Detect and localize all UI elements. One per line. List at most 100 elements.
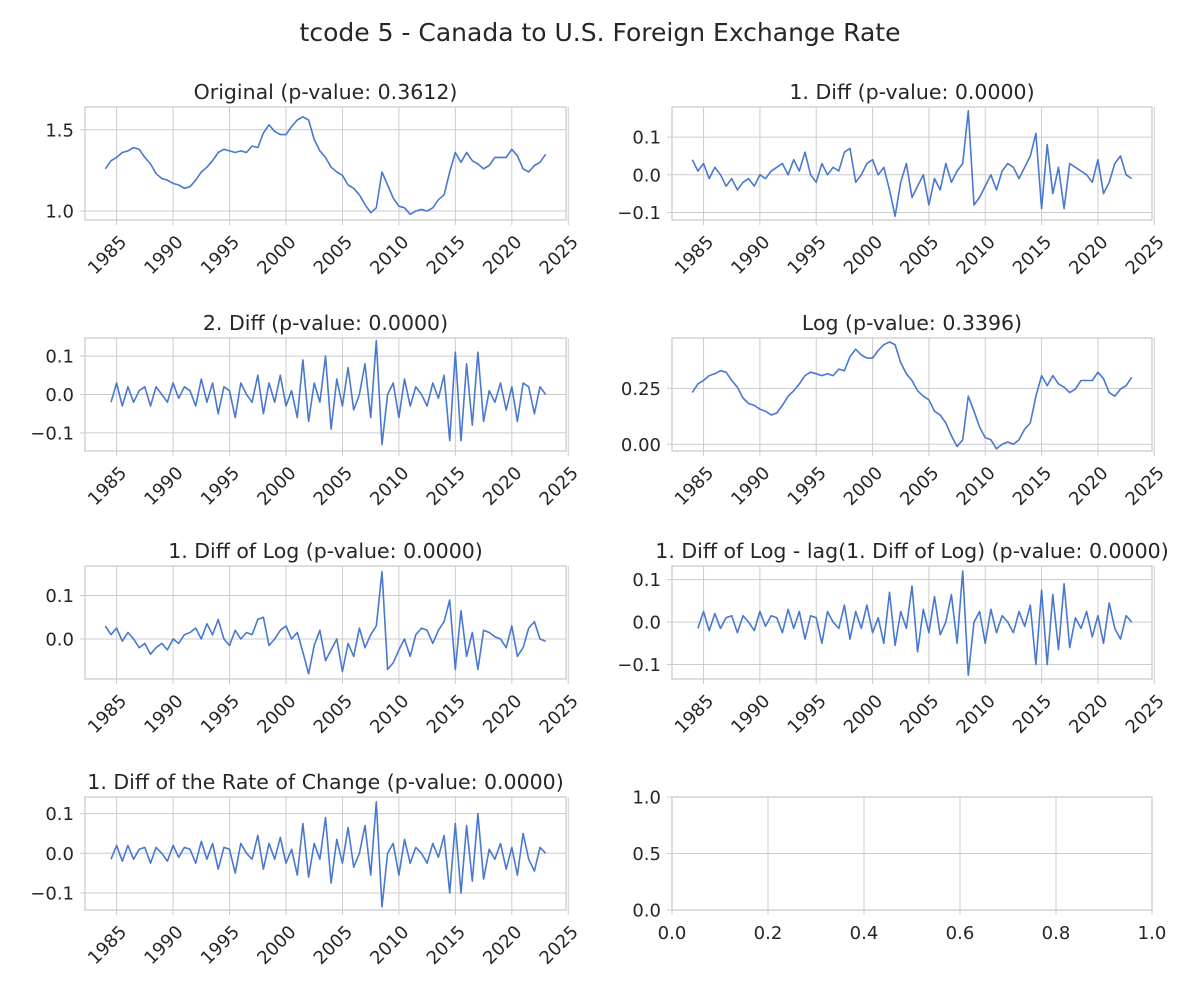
x-tick-label: 2020 xyxy=(1065,232,1112,279)
x-tick-label: 2000 xyxy=(253,922,300,969)
axes-frame xyxy=(671,106,1153,221)
y-tick-label: 0.1 xyxy=(45,347,74,368)
x-tick-label: 0.6 xyxy=(946,923,975,944)
subplot-4: 1985 1990 1995 2000 2005 2010 2015 2020 2025 0.00… xyxy=(621,311,1169,510)
x-tick-label: 2005 xyxy=(896,232,943,279)
subplot-8: 0.0 0.2 0.4 0.6 0.8 1.0 0.0 0.5 1.0 xyxy=(632,788,1166,945)
x-tick-label: 2025 xyxy=(1122,691,1169,738)
x-tick-label: 2010 xyxy=(366,232,413,279)
x-tick-label: 2025 xyxy=(536,463,583,510)
y-tick-label: −0.1 xyxy=(617,203,661,224)
x-tick-label: 0.8 xyxy=(1042,923,1071,944)
x-tick-label: 1990 xyxy=(727,691,774,738)
y-tick-label: 0.1 xyxy=(632,128,661,149)
subplot-title: 1. Diff of the Rate of Change (p-value: … xyxy=(87,770,563,794)
x-tick-label: 2015 xyxy=(423,691,470,738)
axes-frame xyxy=(84,565,567,680)
x-tick-label: 1990 xyxy=(140,922,187,969)
x-tick-label: 2015 xyxy=(423,922,470,969)
x-tick-label: 2015 xyxy=(1009,463,1056,510)
y-tick-label: 0.0 xyxy=(45,844,74,865)
y-tick-label: 1.0 xyxy=(632,788,661,809)
x-tick-label: 2020 xyxy=(1065,691,1112,738)
x-tick-label: 2025 xyxy=(536,232,583,279)
y-tick-label: 0.1 xyxy=(632,570,661,591)
axes-frame xyxy=(84,106,567,221)
x-tick-label: 1985 xyxy=(671,691,718,738)
x-tick-label: 2015 xyxy=(423,463,470,510)
series-line xyxy=(104,570,546,675)
x-tick-label: 0.4 xyxy=(850,923,879,944)
subplot-1: 1985 1990 1995 2000 2005 2010 2015 2020 2025 1.0 1… xyxy=(45,80,582,279)
x-tick-label: 1.0 xyxy=(1138,923,1167,944)
axes-frame xyxy=(671,565,1153,680)
figure-suptitle: tcode 5 - Canada to U.S. Foreign Exchang… xyxy=(300,18,901,47)
subplot-3: 1985 1990 1995 2000 2005 2010 2015 2020 2025 −0.1… xyxy=(30,311,583,510)
series-line xyxy=(691,341,1133,450)
y-tick-label: 0.0 xyxy=(632,901,661,922)
subplot-2: 1985 1990 1995 2000 2005 2010 2015 2020 2025 −0.1… xyxy=(617,80,1169,279)
y-tick-label: −0.1 xyxy=(30,423,74,444)
series-line xyxy=(110,339,547,446)
y-tick-label: 0.00 xyxy=(621,435,661,456)
x-tick-label: 1985 xyxy=(84,463,131,510)
x-tick-label: 2005 xyxy=(310,463,357,510)
x-tick-label: 2015 xyxy=(423,232,470,279)
x-tick-label: 1995 xyxy=(197,691,244,738)
y-tick-label: 0.0 xyxy=(632,613,661,634)
x-tick-label: 1985 xyxy=(84,922,131,969)
x-tick-label: 2000 xyxy=(840,232,887,279)
subplot-7: 1985 1990 1995 2000 2005 2010 2015 2020 2025 −0.1… xyxy=(30,770,583,969)
x-tick-label: 1990 xyxy=(727,232,774,279)
y-tick-label: 0.1 xyxy=(45,586,74,607)
x-tick-label: 1985 xyxy=(84,691,131,738)
x-tick-label: 1985 xyxy=(671,232,718,279)
y-tick-label: 1.5 xyxy=(45,120,74,141)
x-tick-label: 2000 xyxy=(253,463,300,510)
x-tick-label: 2020 xyxy=(479,922,526,969)
x-tick-label: 0.0 xyxy=(658,923,687,944)
y-tick-label: −0.1 xyxy=(617,655,661,676)
subplot-title: Log (p-value: 0.3396) xyxy=(802,311,1022,335)
x-tick-label: 1990 xyxy=(727,463,774,510)
x-tick-label: 2015 xyxy=(1009,232,1056,279)
x-tick-label: 1985 xyxy=(84,232,131,279)
x-tick-label: 2005 xyxy=(310,232,357,279)
y-tick-label: 1.0 xyxy=(45,202,74,223)
y-tick-label: 0.0 xyxy=(45,630,74,651)
x-tick-label: 1990 xyxy=(140,691,187,738)
axes-frame xyxy=(84,796,567,911)
x-tick-label: 2010 xyxy=(366,922,413,969)
x-tick-label: 2025 xyxy=(536,691,583,738)
x-tick-label: 2000 xyxy=(253,232,300,279)
y-tick-label: −0.1 xyxy=(30,883,74,904)
x-tick-label: 2020 xyxy=(479,463,526,510)
subplot-title: Original (p-value: 0.3612) xyxy=(194,80,458,104)
subplot-title: 2. Diff (p-value: 0.0000) xyxy=(203,311,448,335)
x-tick-label: 2010 xyxy=(953,463,1000,510)
series-line xyxy=(691,110,1133,217)
subplot-6: 1985 1990 1995 2000 2005 2010 2015 2020 2025 −0.1… xyxy=(617,539,1169,738)
x-tick-label: 0.2 xyxy=(754,923,783,944)
x-tick-label: 1990 xyxy=(140,232,187,279)
x-tick-label: 1990 xyxy=(140,463,187,510)
axes-frame xyxy=(84,337,567,452)
x-tick-label: 2010 xyxy=(953,691,1000,738)
subplot-title: 1. Diff of Log (p-value: 0.0000) xyxy=(168,539,483,563)
series-line xyxy=(110,800,547,908)
x-tick-label: 1995 xyxy=(784,691,831,738)
x-tick-label: 2005 xyxy=(896,691,943,738)
y-tick-label: 0.0 xyxy=(632,165,661,186)
subplot-title: 1. Diff (p-value: 0.0000) xyxy=(789,80,1034,104)
axes-frame xyxy=(671,796,1153,911)
subplot-title: 1. Diff of Log - lag(1. Diff of Log) (p-… xyxy=(655,539,1168,563)
x-tick-label: 2025 xyxy=(536,922,583,969)
y-tick-label: 0.0 xyxy=(45,385,74,406)
x-tick-label: 1985 xyxy=(671,463,718,510)
x-tick-label: 2025 xyxy=(1122,463,1169,510)
x-tick-label: 2000 xyxy=(840,463,887,510)
x-tick-label: 2020 xyxy=(479,691,526,738)
x-tick-label: 2025 xyxy=(1122,232,1169,279)
x-tick-label: 1995 xyxy=(197,922,244,969)
